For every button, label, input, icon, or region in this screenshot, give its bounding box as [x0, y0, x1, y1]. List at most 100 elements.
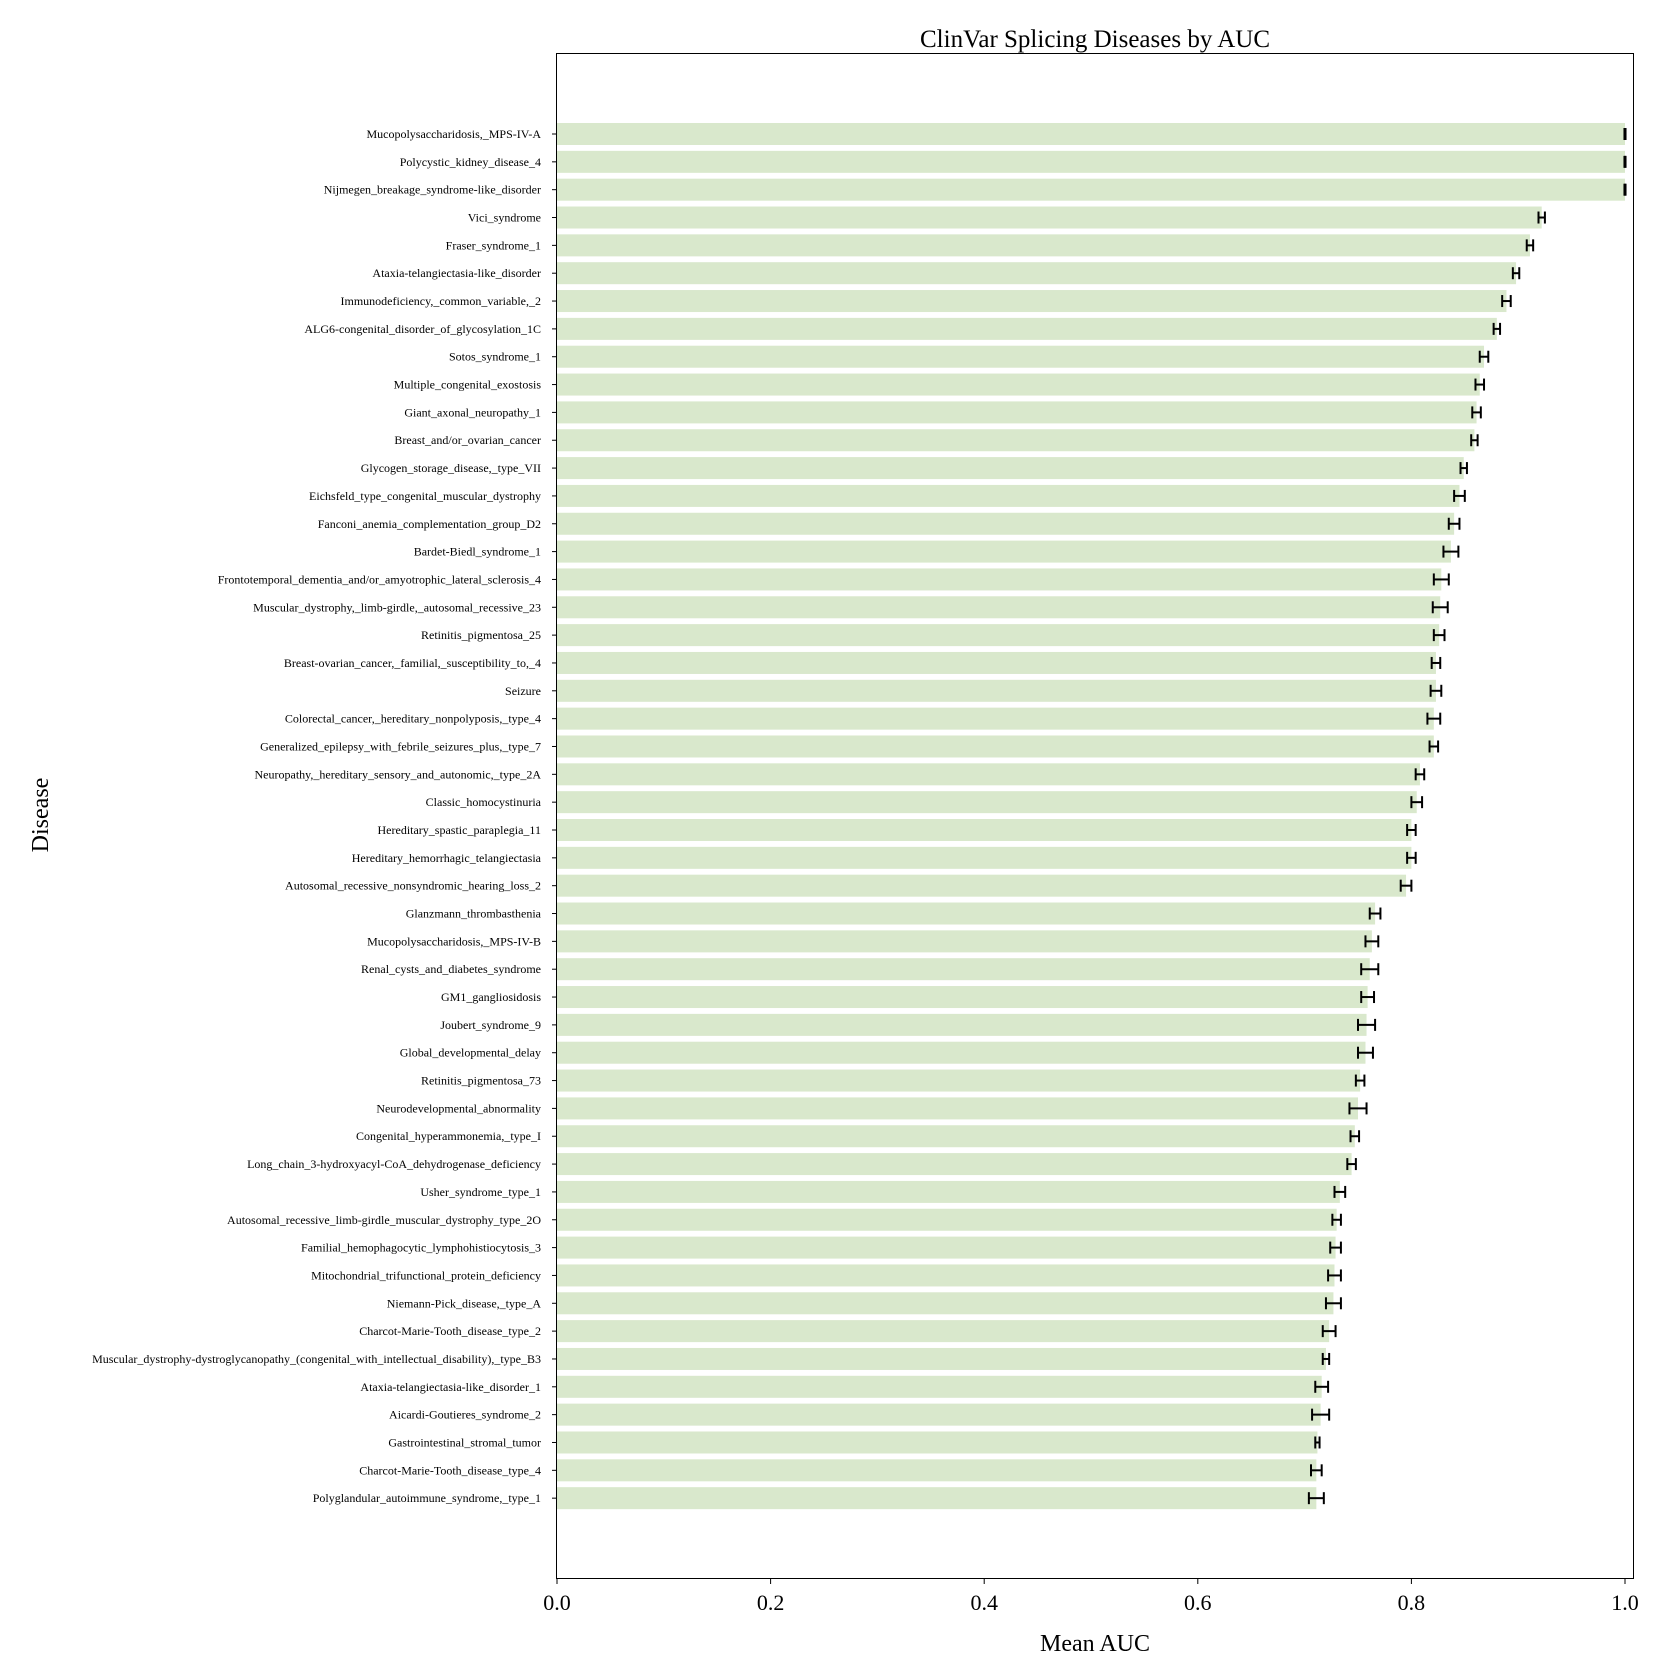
y-tick-label: Aicardi-Goutieres_syndrome_2 — [389, 1408, 541, 1422]
y-tick-label: Breast_and/or_ovarian_cancer — [394, 433, 541, 447]
x-tick-label: 1.0 — [1611, 1590, 1639, 1615]
error-bar — [1406, 824, 1417, 836]
plot-frame — [556, 53, 1634, 1579]
y-tick-label: Classic_homocystinuria — [426, 795, 542, 809]
bar — [557, 958, 1370, 981]
error-bar — [1349, 1130, 1361, 1143]
error-bar — [1333, 1185, 1347, 1198]
bar — [557, 596, 1441, 619]
bar — [557, 1375, 1322, 1398]
error-bar — [1406, 851, 1417, 864]
bar — [557, 1292, 1334, 1315]
bar — [557, 345, 1485, 368]
error-bar — [1471, 406, 1482, 419]
bar — [557, 234, 1530, 257]
bar — [557, 1153, 1352, 1176]
y-tick-label: Generalized_epilepsy_with_febrile_seizur… — [260, 739, 541, 753]
y-tick-label: Mucopolysaccharidosis,_MPS-IV-A — [366, 127, 541, 141]
y-tick-label: Mucopolysaccharidosis,_MPS-IV-B — [367, 934, 541, 948]
bar — [557, 484, 1460, 507]
bar — [557, 123, 1625, 145]
bars-layer — [557, 123, 1625, 1510]
error-bar — [1360, 991, 1376, 1004]
bar — [557, 707, 1434, 730]
error-bar — [1623, 155, 1627, 168]
error-bar — [1426, 712, 1442, 725]
bar — [557, 262, 1517, 285]
y-tick-label: GM1_gangliosidosis — [441, 990, 541, 1004]
chart-title: ClinVar Splicing Diseases by AUC — [920, 26, 1270, 53]
y-tick-label: Frontotemporal_dementia_and/or_amyotroph… — [218, 572, 541, 586]
error-bar — [1442, 545, 1460, 558]
bar — [557, 1180, 1340, 1203]
error-bar — [1310, 1464, 1323, 1477]
x-tick-label: 0.8 — [1398, 1590, 1426, 1615]
error-bar — [1307, 1492, 1325, 1505]
y-tick-label: Ataxia-telangiectasia-like_disorder — [372, 266, 541, 280]
y-tick-label: Global_developmental_delay — [400, 1046, 541, 1060]
y-tick-label: Gastrointestinal_stromal_tumor — [388, 1435, 541, 1449]
y-tick-label: Autosomal_recessive_nonsyndromic_hearing… — [285, 879, 541, 893]
y-tick-label: Hereditary_spastic_paraplegia_11 — [378, 823, 542, 837]
bar — [557, 846, 1412, 869]
bar — [557, 1403, 1321, 1426]
error-bar — [1429, 684, 1443, 697]
bar — [557, 429, 1475, 452]
y-tick-label: Retinitis_pigmentosa_25 — [421, 628, 541, 642]
error-bar — [1346, 1158, 1357, 1171]
bar — [557, 373, 1480, 396]
bar — [557, 178, 1625, 201]
bar — [557, 150, 1625, 173]
bar — [557, 930, 1372, 953]
x-tick-label: 0.6 — [1184, 1590, 1212, 1615]
error-bar — [1364, 935, 1380, 948]
x-axis-label: Mean AUC — [1040, 1631, 1150, 1657]
error-bar — [1453, 489, 1466, 502]
x-axis-ticks: 0.0 0.2 0.4 0.6 0.8 1.0 — [543, 1578, 1639, 1615]
bar — [557, 1208, 1337, 1231]
bar — [557, 1236, 1336, 1259]
error-bar — [1331, 1213, 1342, 1226]
y-tick-label: Muscular_dystrophy,_limb-girdle,_autosom… — [253, 600, 541, 614]
error-bar — [1321, 1325, 1337, 1338]
x-tick-label: 0.0 — [543, 1590, 571, 1615]
y-tick-label: Familial_hemophagocytic_lymphohistiocyto… — [301, 1241, 541, 1255]
y-tick-label: Sotos_syndrome_1 — [449, 350, 541, 364]
y-tick-label: Niemann-Pick_disease,_type_A — [387, 1296, 542, 1310]
bar — [557, 1097, 1358, 1120]
error-bar — [1492, 322, 1502, 335]
error-bar — [1410, 796, 1424, 809]
bar — [557, 540, 1451, 563]
error-bar — [1354, 1074, 1366, 1087]
bar — [557, 902, 1376, 925]
bar — [557, 986, 1368, 1009]
y-tick-label: Multiple_congenital_exostosis — [394, 378, 542, 392]
bar — [557, 874, 1407, 897]
error-bar — [1414, 768, 1426, 781]
bar — [557, 763, 1420, 786]
error-bar — [1432, 573, 1450, 586]
bar — [557, 1125, 1355, 1148]
y-tick-label: Charcot-Marie-Tooth_disease_type_2 — [359, 1324, 541, 1338]
error-bar — [1321, 1352, 1331, 1365]
y-tick-label: Eichsfeld_type_congenital_muscular_dystr… — [309, 489, 541, 503]
bar — [557, 1013, 1367, 1036]
bar — [557, 624, 1440, 647]
bar — [557, 1487, 1317, 1510]
bar — [557, 512, 1455, 535]
y-tick-label: Charcot-Marie-Tooth_disease_type_4 — [359, 1463, 541, 1477]
error-bar — [1428, 740, 1440, 753]
error-bar — [1459, 462, 1468, 475]
error-bar — [1314, 1436, 1321, 1449]
error-bar — [1447, 517, 1461, 530]
y-tick-label: Polyglandular_autoimmune_syndrome,_type_… — [313, 1491, 541, 1505]
y-tick-label: Vici_syndrome — [468, 211, 541, 225]
error-bar — [1623, 183, 1627, 196]
error-bar — [1537, 211, 1546, 224]
y-axis-label: Disease — [28, 778, 54, 853]
y-tick-label: Fraser_syndrome_1 — [446, 238, 541, 252]
y-tick-label: Renal_cysts_and_diabetes_syndrome — [361, 962, 541, 976]
bar — [557, 791, 1417, 814]
y-tick-label: Colorectal_cancer,_hereditary_nonpolypos… — [285, 712, 541, 726]
y-tick-label: Usher_syndrome_type_1 — [420, 1185, 541, 1199]
